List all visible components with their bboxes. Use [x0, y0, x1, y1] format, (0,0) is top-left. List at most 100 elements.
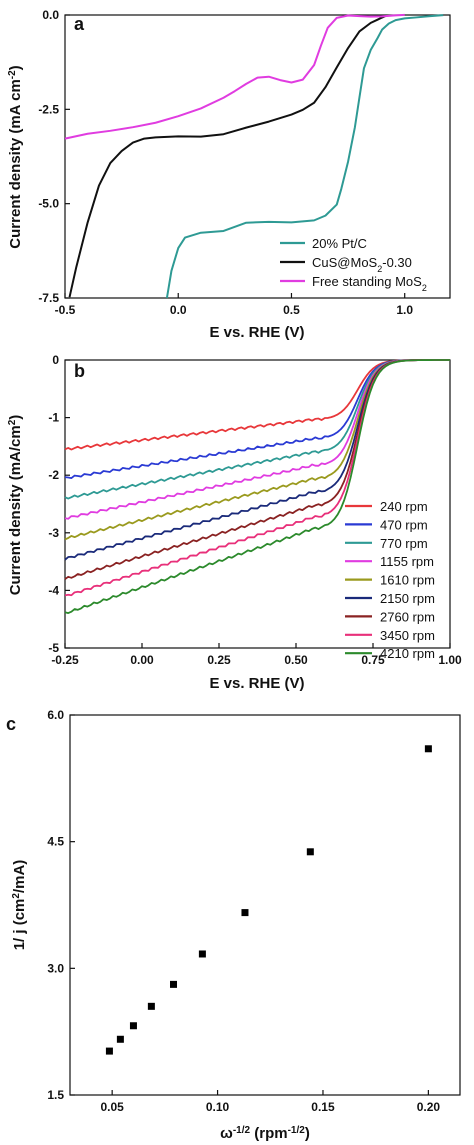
- panel-c-x-axis-label-main: ω: [220, 1125, 233, 1142]
- panel-b-legend-label: 2760 rpm: [380, 609, 435, 624]
- panel-c-y-axis-label-end: /mA): [11, 860, 28, 893]
- panel-a-y-axis-label-main: Current density (mA cm: [7, 79, 24, 248]
- panel-c-y-axis-label-sup: 2: [11, 893, 22, 899]
- panel-b-x-axis-label: E vs. RHE (V): [209, 675, 304, 692]
- panel-b-y-tick-label: -5: [48, 641, 59, 655]
- panel-b-y-axis-label-main: Current density (mA/cm: [7, 425, 24, 595]
- panel-a-x-tick-label: 0.5: [283, 303, 300, 317]
- panel-b-x-tick-label: 0.75: [361, 653, 385, 667]
- panel-c-x-axis-label: ω-1/2 (rpm-1/2): [220, 1125, 310, 1143]
- panel-b-y-tick-label: -2: [48, 468, 59, 482]
- panel-c-x-axis-label-mid: (rpm: [250, 1125, 288, 1142]
- panel-a-x-tick-label: 0.0: [170, 303, 187, 317]
- panel-a-y-tick-label: -2.5: [38, 102, 59, 116]
- panel-a-legend-subscript: 2: [377, 264, 382, 274]
- panel-c-plot-frame: [69, 714, 461, 1096]
- panel-b-letter: b: [74, 361, 85, 381]
- panel-c-y-axis-label-main: 1/ j (cm: [11, 899, 28, 951]
- panel-c-data-point: [170, 980, 178, 988]
- panel-b-legend-label: 3450 rpm: [380, 628, 435, 643]
- panel-c-x-tick-label: 0.15: [311, 1100, 335, 1114]
- panel-a-x-axis-label: E vs. RHE (V): [209, 324, 304, 341]
- panel-a-legend-entry: Free standing MoS2: [312, 274, 427, 293]
- panel-b-ticks: -0.25 0.00 0.25 0.50 0.75 1.00 0 -1 -2 -3 -4 -5: [48, 353, 462, 667]
- panel-b-series-line: [64, 359, 450, 479]
- panel-b-x-tick-label: 0.00: [130, 653, 154, 667]
- panel-b-x-tick-label: 1.00: [438, 653, 462, 667]
- panel-a-y-tick-label: 0.0: [42, 8, 59, 22]
- panel-c-data-point: [116, 1035, 124, 1043]
- panel-b-legend-label: 4210 rpm: [380, 646, 435, 661]
- panel-b-legend-label: 470 rpm: [380, 517, 428, 532]
- panel-a-ticks: -0.5 0.0 0.5 1.0 0.0 -2.5 -5.0 -7.5: [38, 8, 413, 317]
- panel-c-y-tick-label: 1.5: [47, 1088, 64, 1102]
- panel-c-y-tick-label: 3.0: [47, 961, 64, 975]
- panel-b-legend: 240 rpm 470 rpm 770 rpm 1155 rpm 1610 rpm 215…: [345, 499, 435, 661]
- panel-c-x-axis-label-sup1: -1/2: [233, 1125, 251, 1136]
- panel-c-x-tick-label: 0.20: [417, 1100, 441, 1114]
- panel-c-x-axis-label-end: ): [305, 1125, 310, 1142]
- panel-a-legend-text: CuS@MoS: [312, 255, 378, 270]
- panel-a-x-tick-label: 1.0: [396, 303, 413, 317]
- panel-b-x-tick-label: -0.25: [51, 653, 79, 667]
- panel-c-x-tick-label: 0.10: [206, 1100, 230, 1114]
- panel-c-x-axis-label-sup2: -1/2: [288, 1125, 306, 1136]
- panel-a: a -0.5 0.0 0.5 1.0 0.0 -2.5 -5.0 -7.5 20% Pt/C C…: [7, 8, 451, 341]
- panel-c-data-point: [424, 745, 432, 753]
- panel-c-data-point: [105, 1047, 113, 1055]
- panel-a-legend-entry: 20% Pt/C: [312, 236, 367, 251]
- panel-b-series-line: [64, 359, 450, 451]
- panel-a-y-axis-label-end: ): [7, 65, 24, 70]
- panel-c-x-tick-label: 0.05: [100, 1100, 124, 1114]
- panel-c-data-point: [129, 1022, 137, 1030]
- panel-c-ticks: 0.05 0.10 0.15 0.20 6.0 4.5 3.0 1.5: [47, 708, 440, 1114]
- panel-a-letter: a: [74, 14, 85, 34]
- panel-b-y-tick-label: -1: [48, 411, 59, 425]
- panel-a-y-tick-label: -7.5: [38, 291, 59, 305]
- panel-a-legend-subscript: 2: [422, 283, 427, 293]
- panel-a-y-axis-label-sup: -2: [7, 70, 18, 79]
- panel-a-y-tick-label: -5.0: [38, 197, 59, 211]
- panel-b-series: [64, 359, 451, 614]
- panel-a-series-line: [165, 14, 444, 299]
- panel-c-data-point: [241, 909, 249, 917]
- panel-b-y-tick-label: -3: [48, 526, 59, 540]
- panel-c-y-tick-label: 6.0: [47, 708, 64, 722]
- panel-c-y-tick-label: 4.5: [47, 835, 64, 849]
- panel-c-points: [105, 745, 432, 1055]
- panel-c-letter: c: [6, 714, 16, 734]
- panel-b: b -0.25 0.00 0.25 0.50 0.75 1.00 0 -1 -2 -3 -4 -5 2…: [7, 353, 463, 692]
- panel-b-y-tick-label: 0: [52, 353, 59, 367]
- panel-b-legend-label: 1155 rpm: [380, 554, 434, 569]
- panel-b-y-tick-label: -4: [48, 583, 59, 597]
- panel-b-y-axis-label-end: ): [7, 415, 24, 420]
- panel-b-series-line: [64, 359, 451, 614]
- panel-c-data-point: [198, 950, 206, 958]
- panel-c-data-point: [306, 848, 314, 856]
- panel-a-legend-text: 20% Pt/C: [312, 236, 367, 251]
- panel-a-y-axis-label: Current density (mA cm-2): [7, 65, 25, 248]
- panel-c-y-axis-label: 1/ j (cm2/mA): [11, 860, 29, 951]
- panel-b-legend-label: 240 rpm: [380, 499, 428, 514]
- panel-a-legend-text: Free standing MoS: [312, 274, 422, 289]
- panel-b-legend-label: 1610 rpm: [380, 573, 435, 588]
- panel-b-legend-label: 2150 rpm: [380, 591, 435, 606]
- panel-a-plot-frame: [64, 14, 451, 299]
- panel-c: c 0.05 0.10 0.15 0.206.04.53.01.5 ω-1/2 (rp…: [6, 708, 461, 1143]
- panel-a-legend-suffix: -0.30: [382, 255, 412, 270]
- panel-c-data-point: [147, 1002, 155, 1010]
- panel-a-series: [64, 13, 444, 299]
- panel-b-x-tick-label: 0.50: [284, 653, 308, 667]
- panel-a-series-line: [64, 13, 405, 140]
- panel-b-x-tick-label: 0.25: [207, 653, 231, 667]
- panel-b-plot-frame: [64, 359, 451, 649]
- panel-a-series-line: [68, 14, 387, 298]
- panel-a-x-tick-label: -0.5: [55, 303, 76, 317]
- panel-b-y-axis-label: Current density (mA/cm2): [7, 415, 25, 596]
- panel-b-y-axis-label-sup: 2: [7, 419, 18, 425]
- panel-b-series-line: [64, 359, 450, 520]
- panel-a-legend-entry: CuS@MoS2-0.30: [312, 255, 412, 274]
- panel-b-legend-label: 770 rpm: [380, 536, 428, 551]
